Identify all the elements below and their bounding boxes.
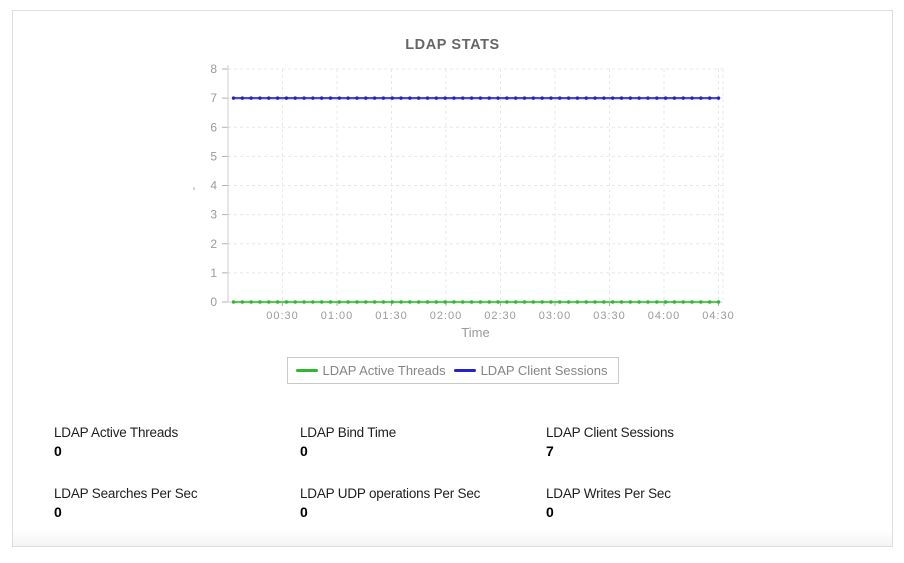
- chart-title: LDAP STATS: [405, 37, 500, 53]
- svg-text:8: 8: [210, 62, 217, 76]
- stat-ldap-udp-operations-per-sec: LDAP UDP operations Per Sec 0: [300, 486, 546, 520]
- stat-label: LDAP Active Threads: [54, 425, 179, 440]
- legend-item-client-sessions: LDAP Client Sessions: [453, 363, 608, 378]
- stat-value: 0: [300, 443, 308, 459]
- stat-value: 0: [54, 443, 62, 459]
- ldap-stats-chart: 0 1 2 3 4 5 6 7 8 00:30 01:00 01:30 02:00 02:30 03:00 0…: [188, 62, 735, 340]
- legend-item-active-threads: LDAP Active Threads: [295, 363, 446, 378]
- legend-label-client-sessions: LDAP Client Sessions: [480, 363, 608, 378]
- svg-text:0: 0: [210, 295, 217, 309]
- chart-legend: LDAP Active Threads LDAP Client Sessions: [286, 357, 619, 384]
- stat-value: 0: [300, 504, 308, 520]
- stat-ldap-client-sessions: LDAP Client Sessions 7: [546, 425, 792, 459]
- svg-text:-: -: [188, 186, 200, 190]
- svg-text:04:00: 04:00: [648, 310, 681, 322]
- stat-label: LDAP Searches Per Sec: [54, 486, 198, 501]
- svg-text:5: 5: [210, 149, 217, 163]
- stat-value: 7: [546, 443, 554, 459]
- stat-ldap-active-threads: LDAP Active Threads 0: [54, 425, 300, 459]
- svg-text:7: 7: [210, 91, 217, 105]
- stats-grid: LDAP Active Threads 0 LDAP Bind Time 0 L…: [54, 425, 792, 520]
- stat-label: LDAP Writes Per Sec: [546, 486, 671, 501]
- stat-label: LDAP Bind Time: [300, 425, 396, 440]
- svg-text:01:00: 01:00: [321, 310, 354, 322]
- legend-swatch-blue-line-icon: [453, 369, 476, 372]
- svg-text:02:30: 02:30: [484, 310, 517, 322]
- legend-swatch-green-line-icon: [295, 369, 318, 372]
- legend-label-active-threads: LDAP Active Threads: [322, 363, 446, 378]
- ldap-stats-card: LDAP STATS 0 1 2 3 4 5 6 7 8 00:30 01:00 01:30 02:00…: [12, 10, 893, 547]
- svg-text:04:30: 04:30: [702, 310, 735, 322]
- svg-text:03:00: 03:00: [539, 310, 572, 322]
- stat-label: LDAP UDP operations Per Sec: [300, 486, 481, 501]
- svg-text:02:00: 02:00: [430, 310, 463, 322]
- svg-text:01:30: 01:30: [375, 310, 408, 322]
- svg-text:4: 4: [210, 179, 217, 193]
- stat-label: LDAP Client Sessions: [546, 425, 674, 440]
- svg-text:00:30: 00:30: [266, 310, 299, 322]
- svg-text:1: 1: [210, 266, 217, 280]
- stat-value: 0: [54, 504, 62, 520]
- stat-ldap-writes-per-sec: LDAP Writes Per Sec 0: [546, 486, 792, 520]
- svg-text:3: 3: [210, 208, 217, 222]
- stat-value: 0: [546, 504, 554, 520]
- svg-text:03:30: 03:30: [593, 310, 626, 322]
- svg-text:Time: Time: [461, 325, 489, 340]
- svg-text:6: 6: [210, 120, 217, 134]
- svg-text:2: 2: [210, 237, 217, 251]
- stat-ldap-searches-per-sec: LDAP Searches Per Sec 0: [54, 486, 300, 520]
- stat-ldap-bind-time: LDAP Bind Time 0: [300, 425, 546, 459]
